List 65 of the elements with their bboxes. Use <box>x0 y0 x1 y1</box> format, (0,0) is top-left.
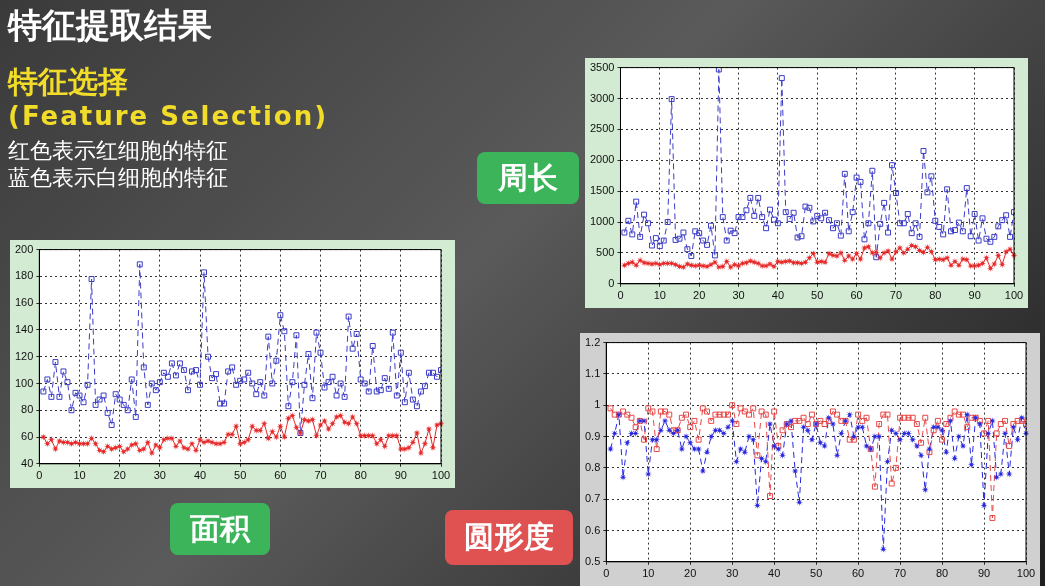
y-tick-label: 200 <box>14 242 34 255</box>
x-tick-label: 40 <box>768 567 781 580</box>
x-tick-label: 60 <box>274 469 287 482</box>
x-tick-label: 70 <box>893 567 907 580</box>
y-tick-label: 160 <box>14 296 34 309</box>
y-tick-label: 120 <box>14 349 34 362</box>
text: 周长 <box>477 152 579 204</box>
x-tick-label: 10 <box>642 567 655 580</box>
x-tick-label: 50 <box>234 469 247 482</box>
x-tick-label: 10 <box>73 469 86 482</box>
y-tick-label: 80 <box>21 403 34 416</box>
y-tick-label: 3000 <box>589 91 615 104</box>
y-tick-label: 0.9 <box>584 429 601 442</box>
x-tick-label: 0 <box>617 289 624 302</box>
y-tick-label: 500 <box>596 245 615 258</box>
y-tick-label: 1.2 <box>584 335 601 348</box>
text: (Feature Selection) <box>8 100 329 133</box>
x-tick-label: 30 <box>153 469 166 482</box>
x-tick-label: 60 <box>850 289 863 302</box>
y-tick-label: 1500 <box>589 184 615 197</box>
text: 特征提取结果 <box>8 4 213 47</box>
y-tick-label: 0 <box>608 276 615 289</box>
text: 面积 <box>170 503 270 555</box>
y-tick-label: 1000 <box>589 215 615 228</box>
y-tick-label: 0.8 <box>584 460 601 473</box>
x-tick-label: 0 <box>36 469 43 482</box>
y-tick-label: 1 <box>594 398 601 411</box>
text: 红色表示红细胞的特征 <box>8 136 229 164</box>
x-tick-label: 80 <box>935 567 949 580</box>
x-tick-label: 40 <box>771 289 785 302</box>
x-tick-label: 80 <box>929 289 942 302</box>
y-tick-label: 100 <box>14 376 34 389</box>
x-tick-label: 100 <box>1004 289 1024 302</box>
x-tick-label: 20 <box>113 469 126 482</box>
x-tick-label: 80 <box>354 469 367 482</box>
y-tick-label: 60 <box>21 430 34 443</box>
x-tick-label: 90 <box>394 469 407 482</box>
y-tick-label: 0.7 <box>584 492 601 505</box>
y-tick-label: 40 <box>21 456 34 469</box>
x-tick-label: 20 <box>684 567 697 580</box>
y-tick-label: 1.1 <box>584 366 601 379</box>
y-tick-label: 140 <box>14 322 34 335</box>
y-tick-label: 180 <box>14 269 34 282</box>
x-tick-label: 40 <box>193 469 207 482</box>
x-tick-label: 100 <box>1016 567 1036 580</box>
y-tick-label: 0.5 <box>584 554 601 567</box>
x-tick-label: 90 <box>968 289 981 302</box>
x-tick-label: 90 <box>977 567 991 580</box>
x-tick-label: 100 <box>431 469 451 482</box>
x-tick-label: 70 <box>889 289 903 302</box>
text: 圆形度 <box>445 510 573 565</box>
x-tick-label: 20 <box>693 289 706 302</box>
y-tick-label: 0.6 <box>584 523 601 536</box>
y-tick-label: 2000 <box>589 153 615 166</box>
x-tick-label: 50 <box>810 567 823 580</box>
text: 特征选择 <box>8 62 129 100</box>
x-tick-label: 10 <box>653 289 666 302</box>
x-tick-label: 50 <box>811 289 824 302</box>
text: 蓝色表示白细胞的特征 <box>8 164 229 192</box>
y-tick-label: 2500 <box>589 122 615 135</box>
x-tick-label: 30 <box>726 567 739 580</box>
x-tick-label: 60 <box>851 567 865 580</box>
y-tick-label: 3500 <box>589 60 615 73</box>
x-tick-label: 30 <box>732 289 745 302</box>
x-tick-label: 70 <box>314 469 327 482</box>
